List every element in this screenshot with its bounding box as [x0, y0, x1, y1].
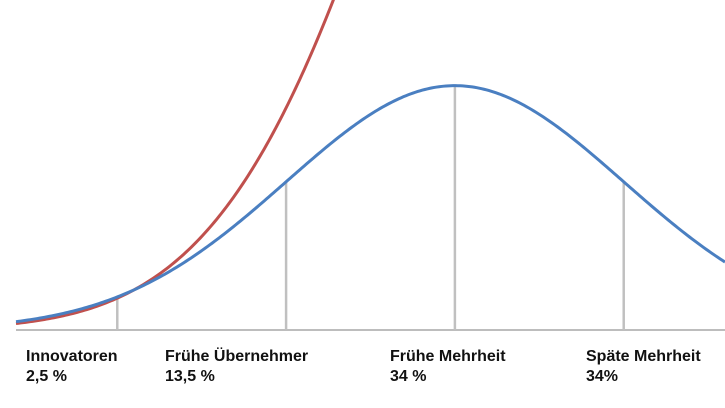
- segment-share: 34 %: [390, 368, 427, 385]
- bell-curve: [15, 84, 725, 324]
- segment-share: 34%: [586, 368, 619, 385]
- segment-name: Frühe Mehrheit: [390, 348, 506, 365]
- segment-share: 13,5 %: [165, 368, 215, 385]
- segment-label-late-majority: Späte Mehrheit 34%: [586, 347, 701, 387]
- segment-name: Frühe Übernehmer: [165, 348, 309, 365]
- segment-name: Innovatoren: [26, 348, 118, 365]
- segment-label-innovators: Innovatoren 2,5 %: [26, 347, 118, 387]
- segment-label-early-adopters: Frühe Übernehmer 13,5 %: [165, 347, 308, 387]
- segment-label-early-majority: Frühe Mehrheit 34 %: [390, 347, 506, 387]
- cumulative-curve: [15, 0, 335, 325]
- segment-share: 2,5 %: [26, 368, 67, 385]
- segment-name: Späte Mehrheit: [586, 348, 701, 365]
